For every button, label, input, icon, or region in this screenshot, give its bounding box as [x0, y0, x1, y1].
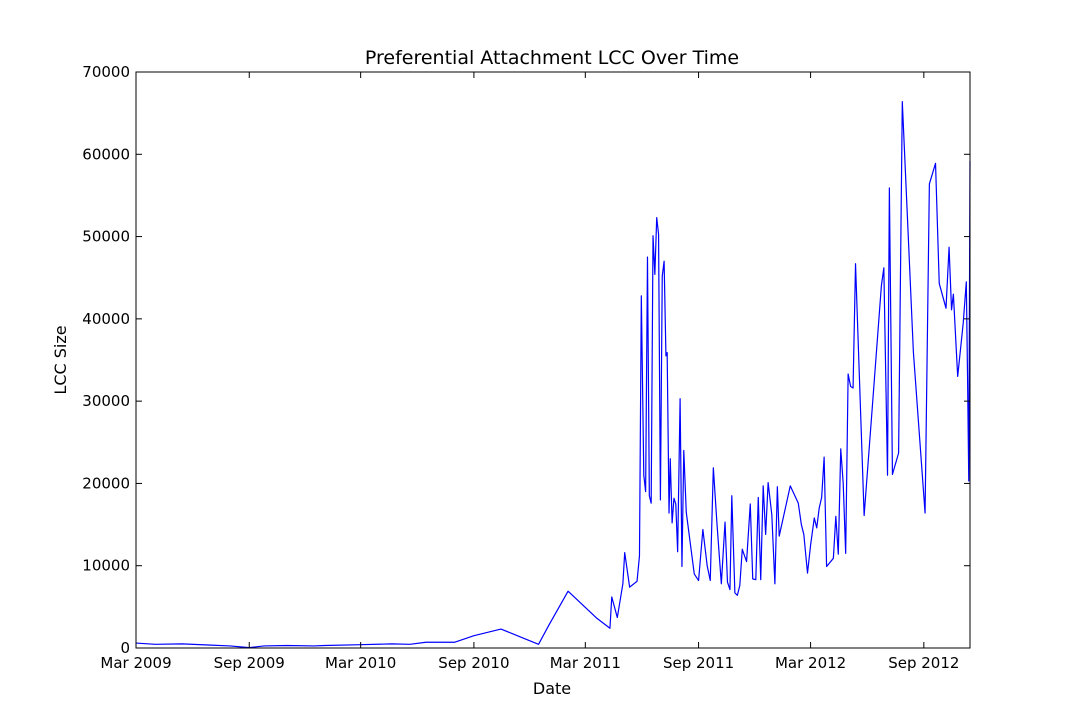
y-tick-label: 50000: [82, 228, 130, 246]
y-tick-label: 0: [120, 639, 130, 657]
chart-title: Preferential Attachment LCC Over Time: [365, 47, 739, 69]
y-tick-label: 40000: [82, 310, 130, 328]
plot-area: 0 10000 20000 30000 40000 50000 60000 70000 Mar …: [82, 63, 971, 672]
plot-frame: [135, 71, 971, 649]
x-tick-label: Mar 2012: [775, 654, 846, 672]
y-tick-label: 60000: [82, 145, 130, 163]
x-tick-label: Sep 2011: [663, 654, 734, 672]
x-tick-label: Sep 2009: [214, 654, 285, 672]
y-axis-label: LCC Size: [51, 325, 70, 394]
series-line-0: [135, 101, 971, 649]
x-tick-label: Mar 2010: [325, 654, 396, 672]
x-axis-label: Date: [533, 679, 571, 698]
y-tick-label: 10000: [82, 557, 130, 575]
x-tick-label: Sep 2010: [438, 654, 509, 672]
y-tick-label: 30000: [82, 392, 130, 410]
x-tick-label: Mar 2011: [550, 654, 621, 672]
y-tick-label: 20000: [82, 474, 130, 492]
x-tick-label: Mar 2009: [100, 654, 171, 672]
y-tick-label: 70000: [82, 63, 130, 81]
x-tick-label: Sep 2012: [888, 654, 959, 672]
